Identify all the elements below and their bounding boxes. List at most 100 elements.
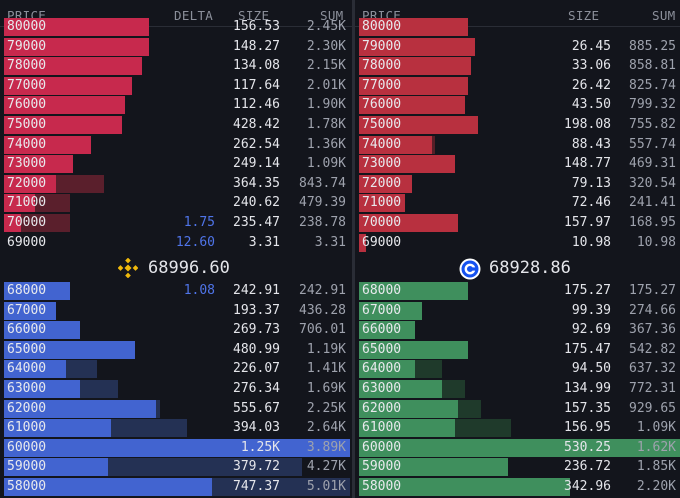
price-cell: 76000 (7, 97, 47, 113)
orderbook-row[interactable]: 76000 43.50 799.32 (355, 95, 680, 115)
sum-cell: 274.66 (629, 302, 676, 318)
orderbook-row[interactable]: 72000 364.35 843.74 (0, 174, 352, 193)
orderbook-row[interactable]: 70000 1.75 235.47 238.78 (0, 213, 352, 232)
sum-column-header[interactable]: SUM (320, 8, 344, 23)
orderbook-row[interactable]: 58000 342.96 2.20K (355, 477, 680, 496)
price-cell: 58000 (7, 479, 47, 494)
size-bar (4, 194, 36, 213)
orderbook-row[interactable]: 62000 157.35 929.65 (355, 399, 680, 418)
size-bar (359, 419, 455, 438)
header-divider (355, 26, 680, 27)
size-bar (4, 419, 112, 438)
orderbook-row[interactable]: 63000 276.34 1.69K (0, 379, 352, 398)
orderbook-row[interactable]: 63000 134.99 772.31 (355, 379, 680, 398)
sum-column-header[interactable]: SUM (652, 8, 676, 23)
orderbook-row[interactable]: 61000 394.03 2.64K (0, 418, 352, 438)
size-cell: 193.37 (233, 302, 280, 318)
orderbook-row[interactable]: 77000 117.64 2.01K (0, 76, 352, 95)
orderbook-row[interactable]: 79000 148.27 2.30K (0, 37, 352, 56)
orderbook-row[interactable]: 76000 112.46 1.90K (0, 95, 352, 115)
size-cell: 156.95 (564, 420, 611, 436)
price-cell: 72000 (7, 175, 47, 191)
sum-cell: 175.27 (629, 283, 676, 298)
sum-cell: 637.32 (629, 361, 676, 377)
size-column-header[interactable]: SIZE (238, 8, 270, 23)
orderbook-row[interactable]: 72000 79.13 320.54 (355, 174, 680, 193)
orderbook-row[interactable]: 67000 193.37 436.28 (0, 301, 352, 320)
orderbook-row[interactable]: 60000 1.25K 3.89K (0, 438, 352, 457)
orderbook-row[interactable]: 69000 12.60 3.31 3.31 (0, 233, 352, 252)
size-bar (4, 458, 108, 477)
size-cell: 134.99 (564, 381, 611, 396)
delta-cell: 1.75 (183, 215, 215, 230)
orderbook-row[interactable]: 77000 26.42 825.74 (355, 76, 680, 95)
orderbook-row[interactable]: 70000 157.97 168.95 (355, 213, 680, 232)
orderbook-row[interactable]: 78000 134.08 2.15K (0, 56, 352, 76)
size-bar (359, 194, 406, 213)
orderbook-row[interactable]: 75000 198.08 755.82 (355, 115, 680, 134)
panel-divider[interactable] (352, 0, 355, 498)
delta-column-header[interactable]: DELTA (174, 8, 214, 23)
size-bar (4, 155, 74, 174)
orderbook-row[interactable]: 71000 240.62 479.39 (0, 193, 352, 213)
price-cell: 75000 (7, 117, 47, 132)
price-cell: 63000 (362, 381, 402, 396)
size-bar (4, 478, 212, 496)
orderbook-row[interactable]: 68000 175.27 175.27 (355, 281, 680, 300)
orderbook-row[interactable]: 74000 88.43 557.74 (355, 135, 680, 154)
orderbook-row[interactable]: 80000 (355, 17, 680, 36)
orderbook-row[interactable]: 69000 10.98 10.98 (355, 233, 680, 252)
orderbook-row[interactable]: 59000 236.72 1.85K (355, 457, 680, 477)
size-bar (4, 301, 56, 320)
sum-cell: 2.45K (306, 19, 346, 34)
orderbook-row[interactable]: 62000 555.67 2.25K (0, 399, 352, 418)
size-cell: 33.06 (571, 58, 611, 74)
size-bar (359, 214, 458, 232)
size-cell: 79.13 (571, 175, 611, 191)
size-cell: 262.54 (233, 136, 280, 152)
orderbook-row[interactable]: 73000 148.77 469.31 (355, 154, 680, 174)
size-column-header[interactable]: SIZE (568, 8, 600, 23)
header-divider (0, 26, 352, 27)
size-cell: 555.67 (233, 400, 280, 416)
size-bar (4, 360, 67, 379)
orderbook-row[interactable]: 79000 26.45 885.25 (355, 37, 680, 56)
price-cell: 69000 (362, 234, 402, 250)
orderbook-row[interactable]: 65000 175.47 542.82 (355, 340, 680, 359)
sum-cell: 1.19K (306, 341, 346, 357)
orderbook-row[interactable]: 58000 747.37 5.01K (0, 477, 352, 496)
sum-cell: 238.78 (299, 215, 346, 230)
price-cell: 74000 (362, 136, 402, 152)
size-cell: 10.98 (571, 234, 611, 250)
sum-cell: 1.41K (306, 361, 346, 377)
orderbook-row[interactable]: 73000 249.14 1.09K (0, 154, 352, 174)
orderbook-row[interactable]: 66000 269.73 706.01 (0, 320, 352, 340)
coinbase-orderbook-panel: PRICE SIZE SUM 80000 79000 26.45 885.25 7800… (355, 0, 680, 498)
price-cell: 79000 (362, 38, 402, 54)
size-cell: 530.25 (564, 439, 611, 455)
size-cell: 747.37 (233, 479, 280, 494)
orderbook-row[interactable]: 60000 530.25 1.62K (355, 438, 680, 457)
orderbook-row[interactable]: 68000 1.08 242.91 242.91 (0, 281, 352, 300)
sum-cell: 241.41 (629, 195, 676, 211)
size-cell: 276.34 (233, 381, 280, 396)
sum-cell: 706.01 (299, 322, 346, 338)
size-bar (359, 360, 416, 379)
price-cell: 64000 (362, 361, 402, 377)
orderbook-row[interactable]: 71000 72.46 241.41 (355, 193, 680, 213)
orderbook-row[interactable]: 66000 92.69 367.36 (355, 320, 680, 340)
orderbook-row[interactable]: 80000 156.53 2.45K (0, 17, 352, 36)
size-bar (4, 174, 56, 193)
orderbook-row[interactable]: 65000 480.99 1.19K (0, 340, 352, 359)
size-cell: 72.46 (571, 195, 611, 211)
orderbook-row[interactable]: 67000 99.39 274.66 (355, 301, 680, 320)
orderbook-row[interactable]: 64000 94.50 637.32 (355, 359, 680, 379)
size-bar (359, 438, 680, 457)
price-cell: 70000 (7, 215, 47, 230)
orderbook-row[interactable]: 78000 33.06 858.81 (355, 56, 680, 76)
orderbook-row[interactable]: 75000 428.42 1.78K (0, 115, 352, 134)
orderbook-row[interactable]: 74000 262.54 1.36K (0, 135, 352, 154)
orderbook-row[interactable]: 64000 226.07 1.41K (0, 359, 352, 379)
orderbook-row[interactable]: 59000 379.72 4.27K (0, 457, 352, 477)
orderbook-row[interactable]: 61000 156.95 1.09K (355, 418, 680, 438)
